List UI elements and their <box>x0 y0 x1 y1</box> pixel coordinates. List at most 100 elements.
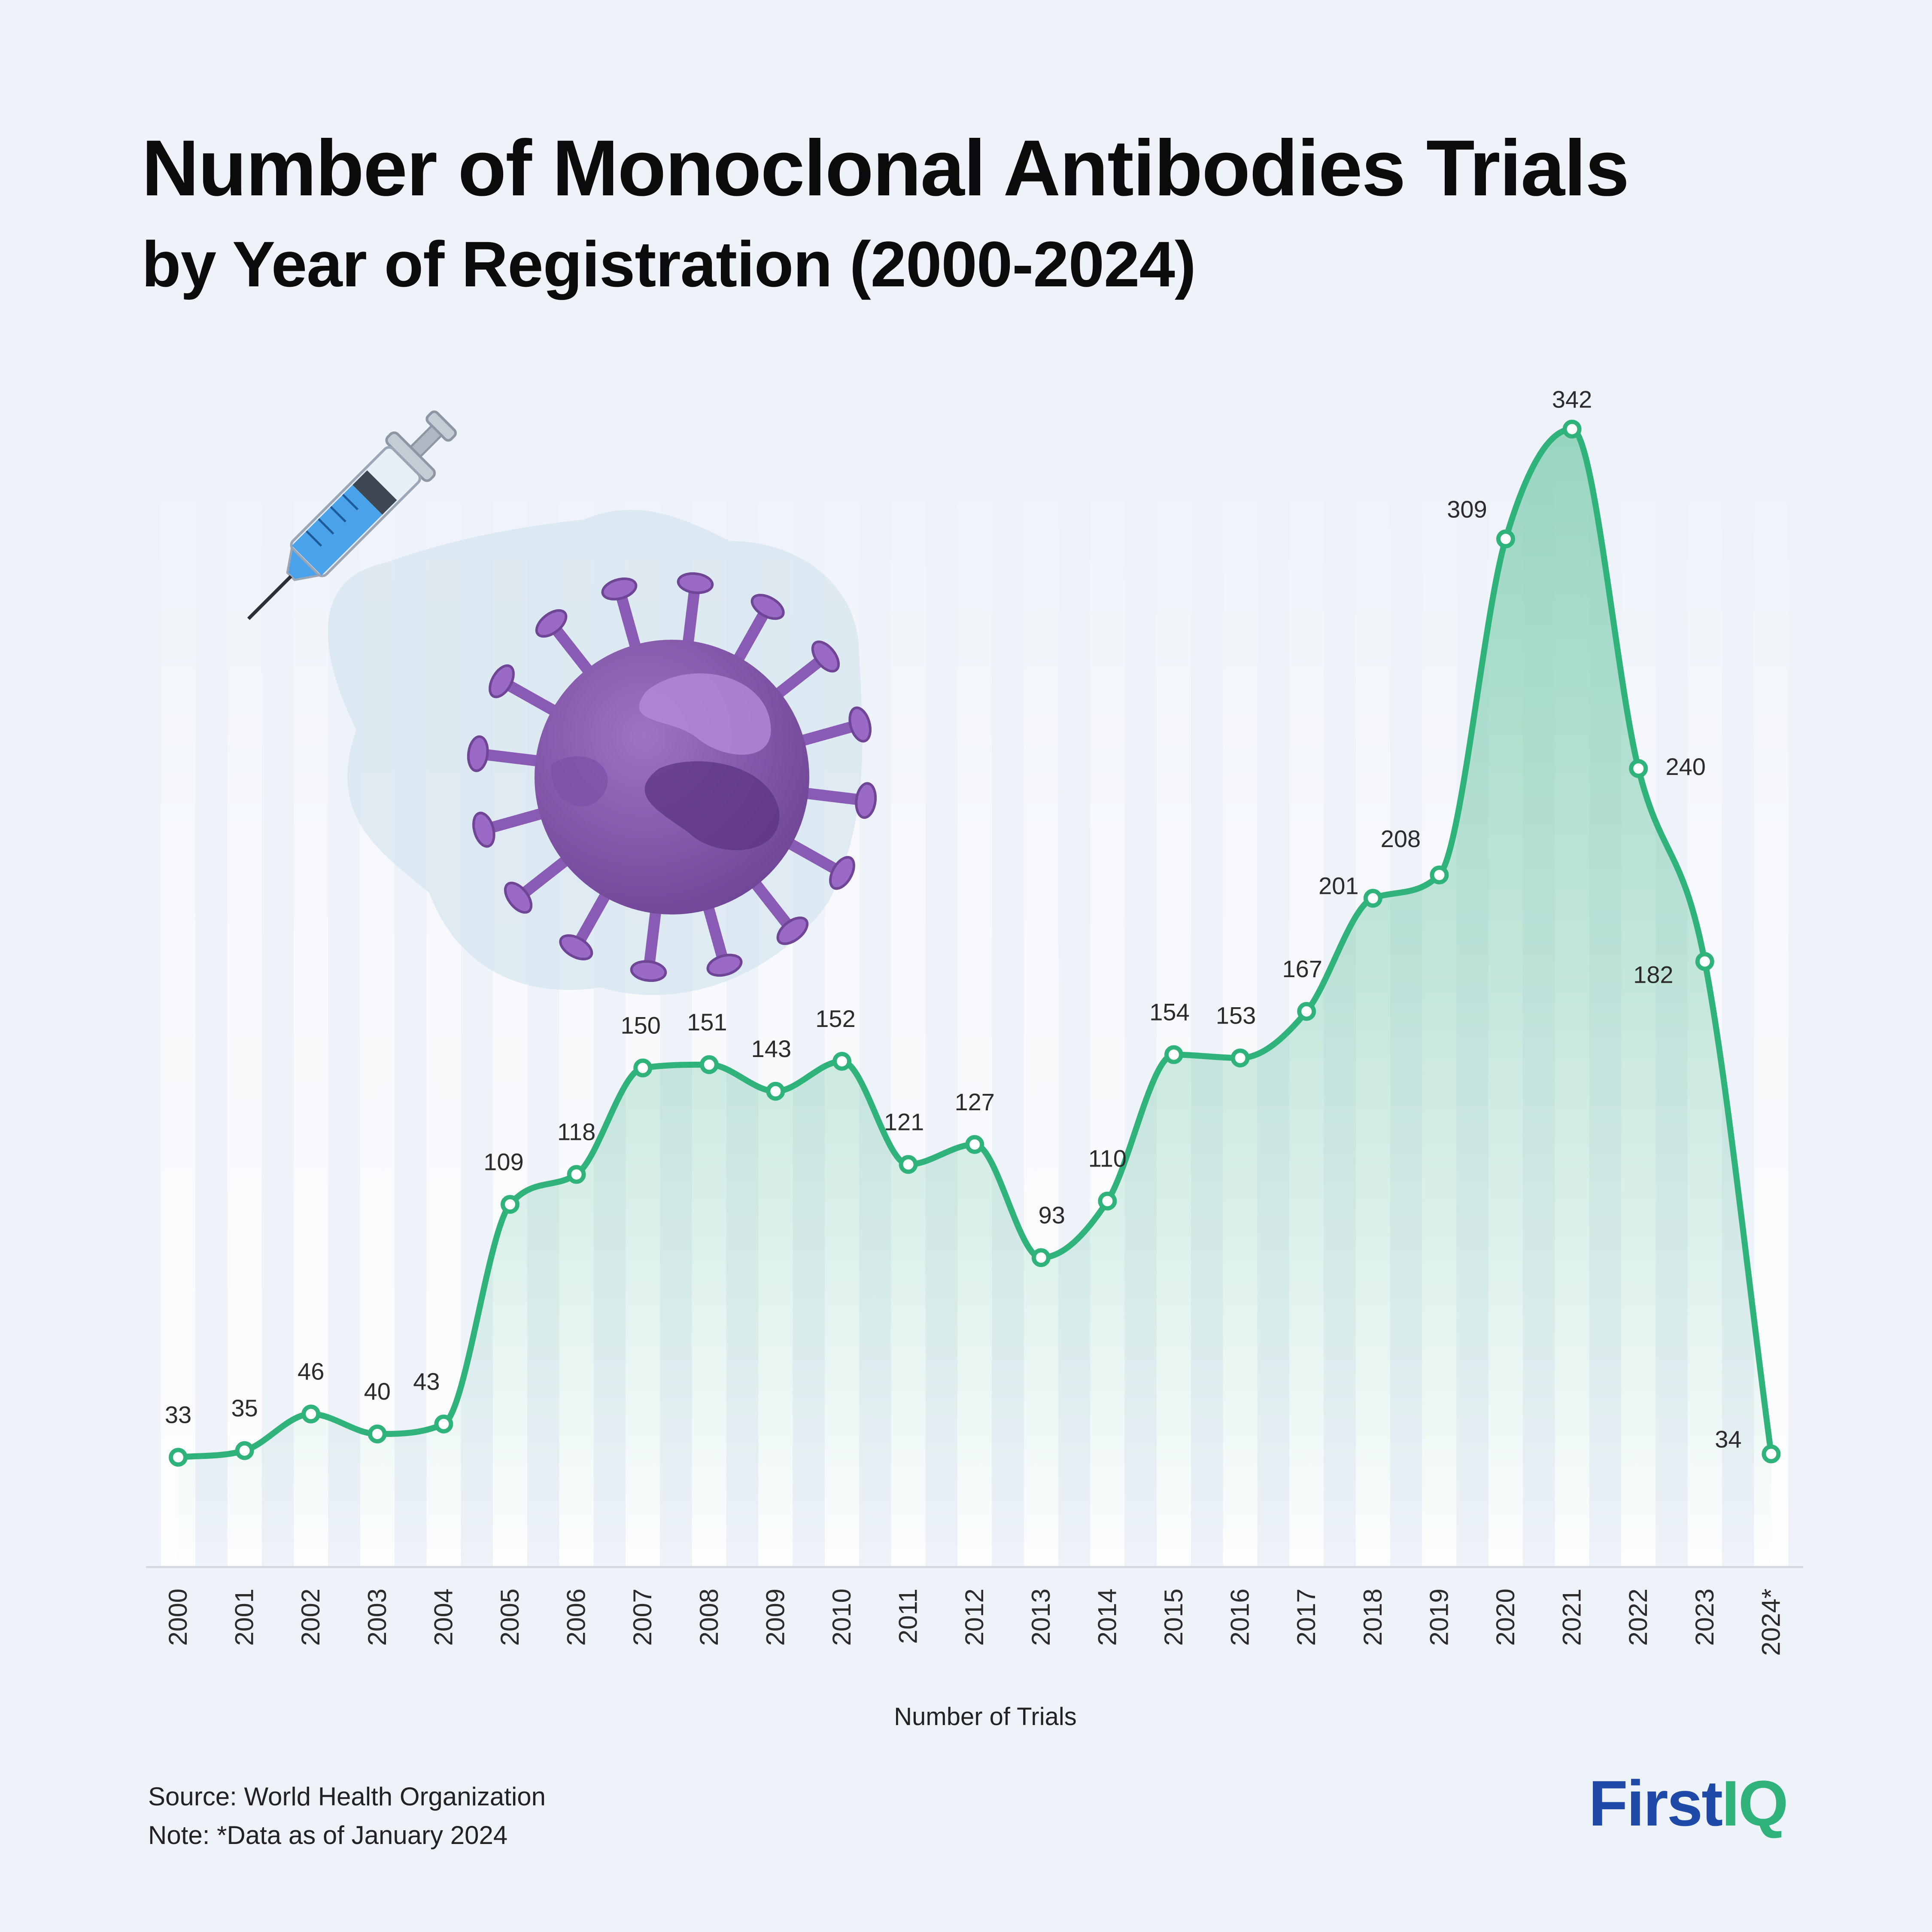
x-tick-label: 2022 <box>1624 1589 1653 1646</box>
virus-spike-head <box>472 811 495 848</box>
virus-spike-head <box>489 664 515 699</box>
background-stripe <box>161 429 195 1567</box>
x-tick-label: 2003 <box>363 1589 392 1646</box>
data-label: 309 <box>1447 495 1487 522</box>
data-point <box>1430 866 1449 884</box>
virus-spike <box>790 720 860 748</box>
chart-subtitle: by Year of Registration (2000-2024) <box>142 228 1196 300</box>
data-labels: 33 35 46 40 43 109 118 150 151 143 152 121 127 93 110 1… <box>165 386 1742 1453</box>
footer: Source: World Health Organization Note: … <box>148 1777 546 1855</box>
data-label: 208 <box>1381 825 1421 852</box>
source-text: Source: World Health Organization <box>148 1782 546 1811</box>
x-tick-label: 2012 <box>960 1589 989 1646</box>
x-tick-label: 2001 <box>230 1589 259 1646</box>
data-label: 35 <box>231 1394 258 1422</box>
x-tick-label: 2020 <box>1491 1589 1520 1646</box>
data-point <box>1695 952 1714 971</box>
x-tick-labels: 2000 2001 2002 2003 2004 2005 2006 2007 2008 2009… <box>164 1589 1785 1656</box>
virus-spike <box>768 655 826 703</box>
virus-spike-head <box>776 916 809 945</box>
data-label: 151 <box>687 1009 727 1036</box>
brand-logo: FirstIQ <box>1589 1771 1788 1835</box>
x-tick-label: 2014 <box>1093 1589 1121 1646</box>
chart-title: Number of Monoclonal Antibodies Trials <box>142 124 1629 213</box>
data-label: 43 <box>413 1368 440 1395</box>
virus-spike <box>644 899 662 970</box>
data-point <box>965 1135 984 1154</box>
data-label: 33 <box>165 1401 191 1428</box>
data-label: 150 <box>620 1012 660 1039</box>
virus-spike <box>550 623 598 681</box>
data-label: 153 <box>1216 1002 1256 1029</box>
data-label: 152 <box>815 1005 855 1032</box>
x-tick-label: 2023 <box>1690 1589 1719 1646</box>
virus-spike <box>701 895 729 965</box>
virus-spike-head <box>559 934 593 960</box>
data-point <box>567 1165 586 1184</box>
virus-spike-head <box>467 735 489 772</box>
virus-spike <box>778 835 842 875</box>
data-label: 34 <box>1715 1426 1741 1453</box>
x-tick-label: 2016 <box>1226 1589 1255 1646</box>
x-tick-label: 2021 <box>1558 1589 1586 1646</box>
data-point <box>1297 1002 1316 1021</box>
background-stripe <box>227 429 262 1567</box>
virus-spike <box>794 787 865 805</box>
data-label: 93 <box>1039 1201 1065 1228</box>
data-point <box>1230 1048 1250 1068</box>
data-label: 46 <box>298 1358 324 1385</box>
data-label: 121 <box>884 1108 924 1135</box>
virus-spike-head <box>811 640 840 673</box>
data-point <box>1098 1191 1117 1211</box>
data-label: 118 <box>557 1118 595 1145</box>
x-tick-label: 2013 <box>1027 1589 1055 1646</box>
virus-spot <box>551 756 608 807</box>
background-stripe <box>294 429 328 1567</box>
x-tick-label: 2004 <box>429 1589 458 1646</box>
virus-shadow <box>644 761 780 851</box>
x-tick-label: 2018 <box>1358 1589 1387 1646</box>
virus-spike <box>729 607 770 671</box>
x-tick-label: 2005 <box>495 1589 524 1646</box>
note-text: Note: *Data as of January 2024 <box>148 1821 508 1850</box>
data-label: 154 <box>1149 999 1189 1026</box>
data-label: 201 <box>1318 872 1358 899</box>
virus-spike <box>681 584 700 655</box>
data-point <box>633 1058 653 1078</box>
data-point <box>1164 1045 1183 1064</box>
x-tick-label: 2007 <box>628 1589 657 1646</box>
virus-spike-head <box>750 594 785 620</box>
virus-spike-head <box>630 960 667 982</box>
virus-spike <box>746 873 794 932</box>
data-label: 40 <box>364 1378 391 1405</box>
data-point <box>169 1448 188 1467</box>
virus-spike <box>484 806 554 834</box>
series-line <box>175 426 1774 1461</box>
area-fill <box>178 429 1771 1567</box>
data-point <box>1629 759 1648 778</box>
x-tick-label: 2010 <box>827 1589 856 1646</box>
data-point <box>501 1195 519 1214</box>
virus-spike-head <box>535 609 568 638</box>
data-label: 342 <box>1552 386 1592 413</box>
data-points <box>169 419 1781 1467</box>
data-point <box>434 1414 453 1434</box>
x-tick-label: 2002 <box>296 1589 325 1646</box>
x-tick-label: 2000 <box>164 1589 192 1646</box>
virus-spike-head <box>855 782 877 819</box>
virus-spike <box>517 851 576 899</box>
virus-spike <box>479 749 550 768</box>
brand-logo-part2: IQ <box>1722 1767 1788 1839</box>
brand-logo-part1: First <box>1589 1767 1723 1839</box>
virus-spike <box>615 589 643 659</box>
data-point <box>899 1155 918 1174</box>
data-label: 167 <box>1282 955 1322 982</box>
data-label: 143 <box>751 1035 791 1062</box>
virus-spike <box>574 884 614 948</box>
virus-spike-head <box>677 572 714 594</box>
data-point <box>301 1404 321 1424</box>
data-point <box>235 1441 254 1460</box>
data-label: 110 <box>1088 1145 1127 1172</box>
data-label: 182 <box>1633 961 1673 988</box>
data-point <box>1762 1444 1781 1464</box>
